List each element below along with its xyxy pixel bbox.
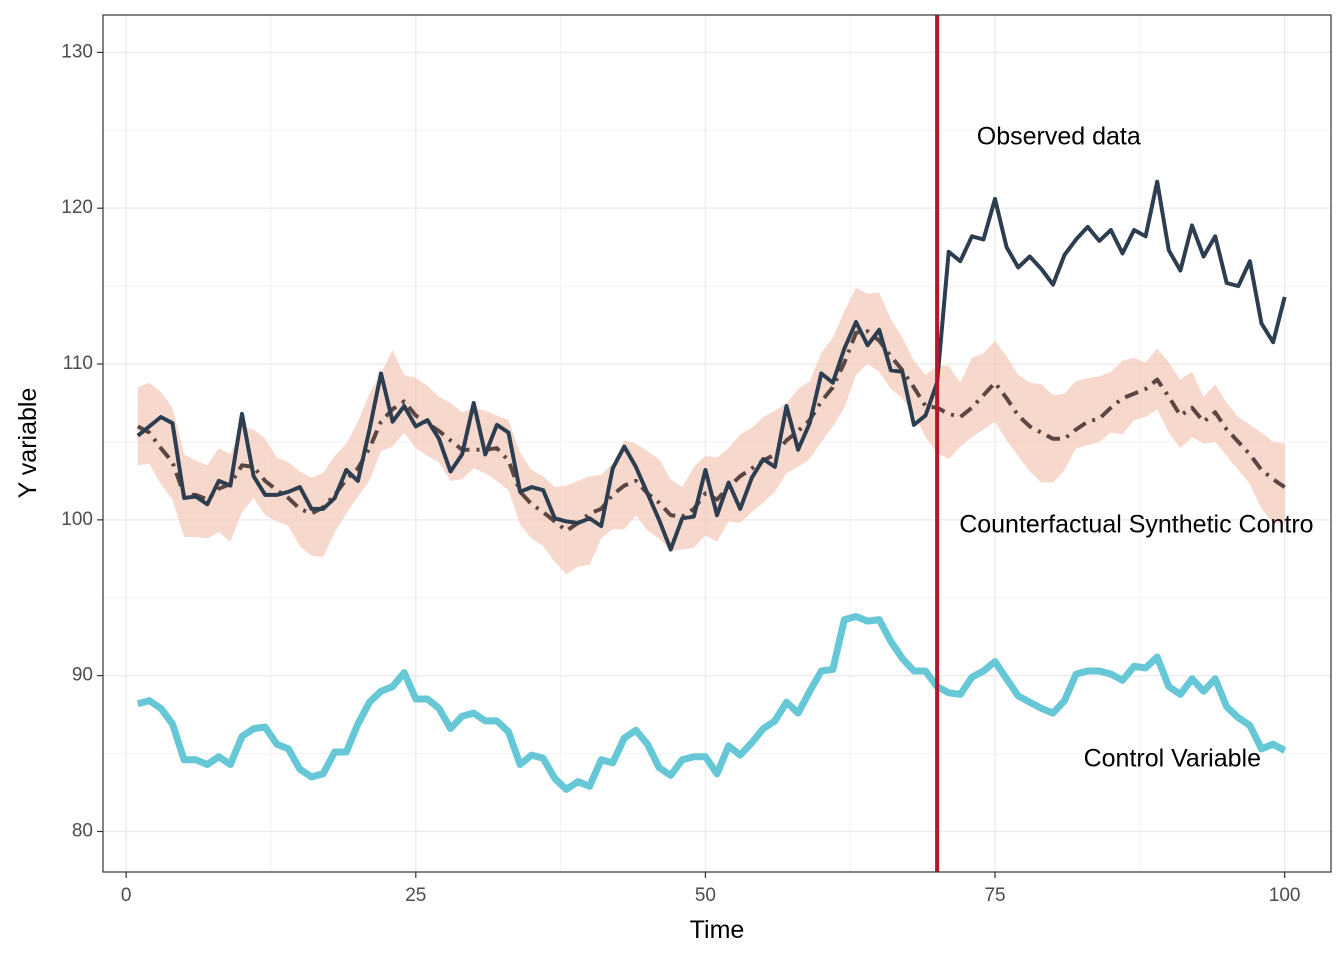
confidence-band-layer <box>137 287 1285 575</box>
plot-border <box>102 14 1332 873</box>
grid-minor <box>103 15 1331 872</box>
y-tick-label: 120 <box>61 197 93 218</box>
x-axis: 0 25 50 75 100 <box>121 872 1301 906</box>
x-tick-label: 75 <box>984 885 1005 906</box>
x-tick-label: 0 <box>121 885 132 906</box>
y-tick-label: 130 <box>61 41 93 62</box>
y-axis: 80 90 100 110 120 130 <box>61 41 103 842</box>
x-tick-label: 25 <box>405 885 426 906</box>
observed-data-line <box>136 179 1287 552</box>
y-tick-label: 80 <box>72 821 93 842</box>
plot-background <box>103 15 1331 872</box>
annotation-0: Observed data <box>977 123 1141 151</box>
x-tick-label: 100 <box>1269 885 1301 906</box>
confidence-band <box>137 287 1285 575</box>
series-layer <box>136 179 1287 793</box>
y-axis-title: Y variable <box>14 388 42 499</box>
control-variable-line <box>136 613 1287 793</box>
x-tick-label: 50 <box>695 885 716 906</box>
x-axis-title: Time <box>690 916 745 944</box>
y-tick-label: 110 <box>63 353 93 374</box>
annotation-layer: Observed data Counterfactual Synthetic Co… <box>959 123 1313 773</box>
y-tick-label: 90 <box>72 665 93 686</box>
annotation-1: Counterfactual Synthetic Contro <box>959 511 1313 539</box>
counterfactual-line <box>136 329 1286 533</box>
annotation-2: Control Variable <box>1084 744 1261 772</box>
y-tick-label: 100 <box>61 509 93 530</box>
